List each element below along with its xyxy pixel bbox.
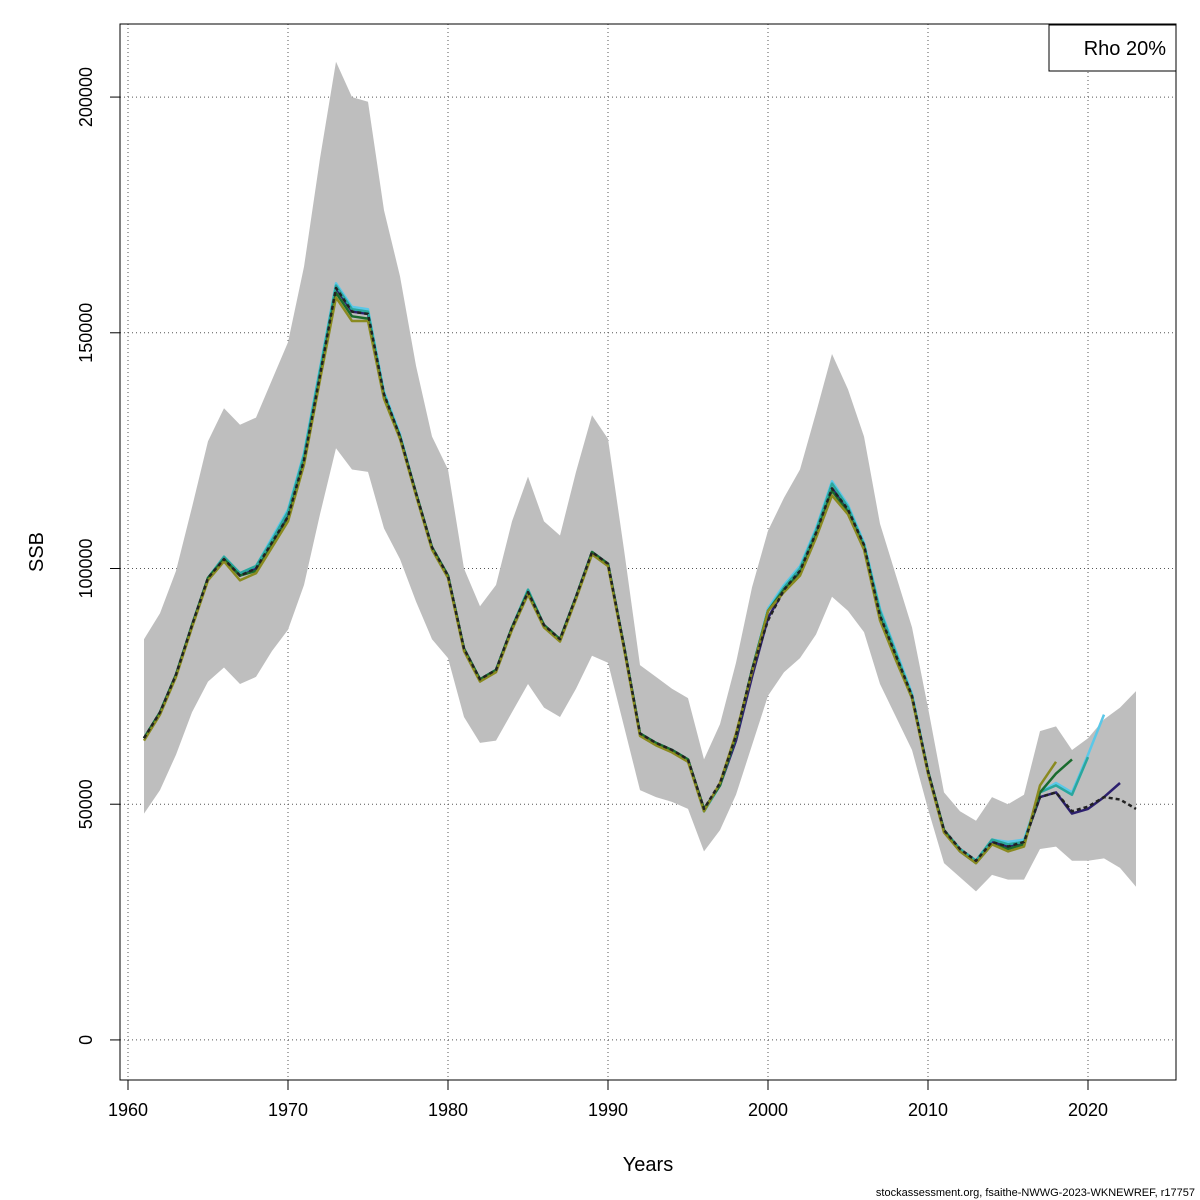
y-tick-label-50000: 50000 <box>76 779 96 829</box>
x-tick-label-1970: 1970 <box>268 1100 308 1120</box>
confidence-band-layer <box>144 61 1136 892</box>
x-tick-label-1980: 1980 <box>428 1100 468 1120</box>
confidence-band <box>144 61 1136 892</box>
y-axis-title: SSB <box>26 532 48 572</box>
series-line-1 <box>142 286 1137 863</box>
x-tick-label-1990: 1990 <box>588 1100 628 1120</box>
x-tick-label-1960: 1960 <box>108 1100 148 1120</box>
series-line-6 <box>142 296 1058 865</box>
y-tick-label-100000: 100000 <box>76 538 96 598</box>
legend: Rho 20% <box>1048 24 1177 72</box>
x-tick-label-2000: 2000 <box>748 1100 788 1120</box>
legend-box <box>1048 24 1177 72</box>
y-tick-label-150000: 150000 <box>76 303 96 363</box>
series-layer <box>142 282 1137 865</box>
footer-credit: stockassessment.org, fsaithe-NWWG-2023-W… <box>876 1187 1195 1199</box>
legend-text: Rho 20% <box>1084 38 1166 60</box>
y-tick-label-200000: 200000 <box>76 67 96 127</box>
axes: 1960 1970 1980 1990 2000 2010 2020 0 50000 100000… <box>76 67 1108 1120</box>
x-tick-label-2020: 2020 <box>1068 1100 1108 1120</box>
y-tick-label-0: 0 <box>76 1035 96 1045</box>
x-axis-title: Years <box>623 1154 673 1176</box>
x-tick-label-2010: 2010 <box>908 1100 948 1120</box>
